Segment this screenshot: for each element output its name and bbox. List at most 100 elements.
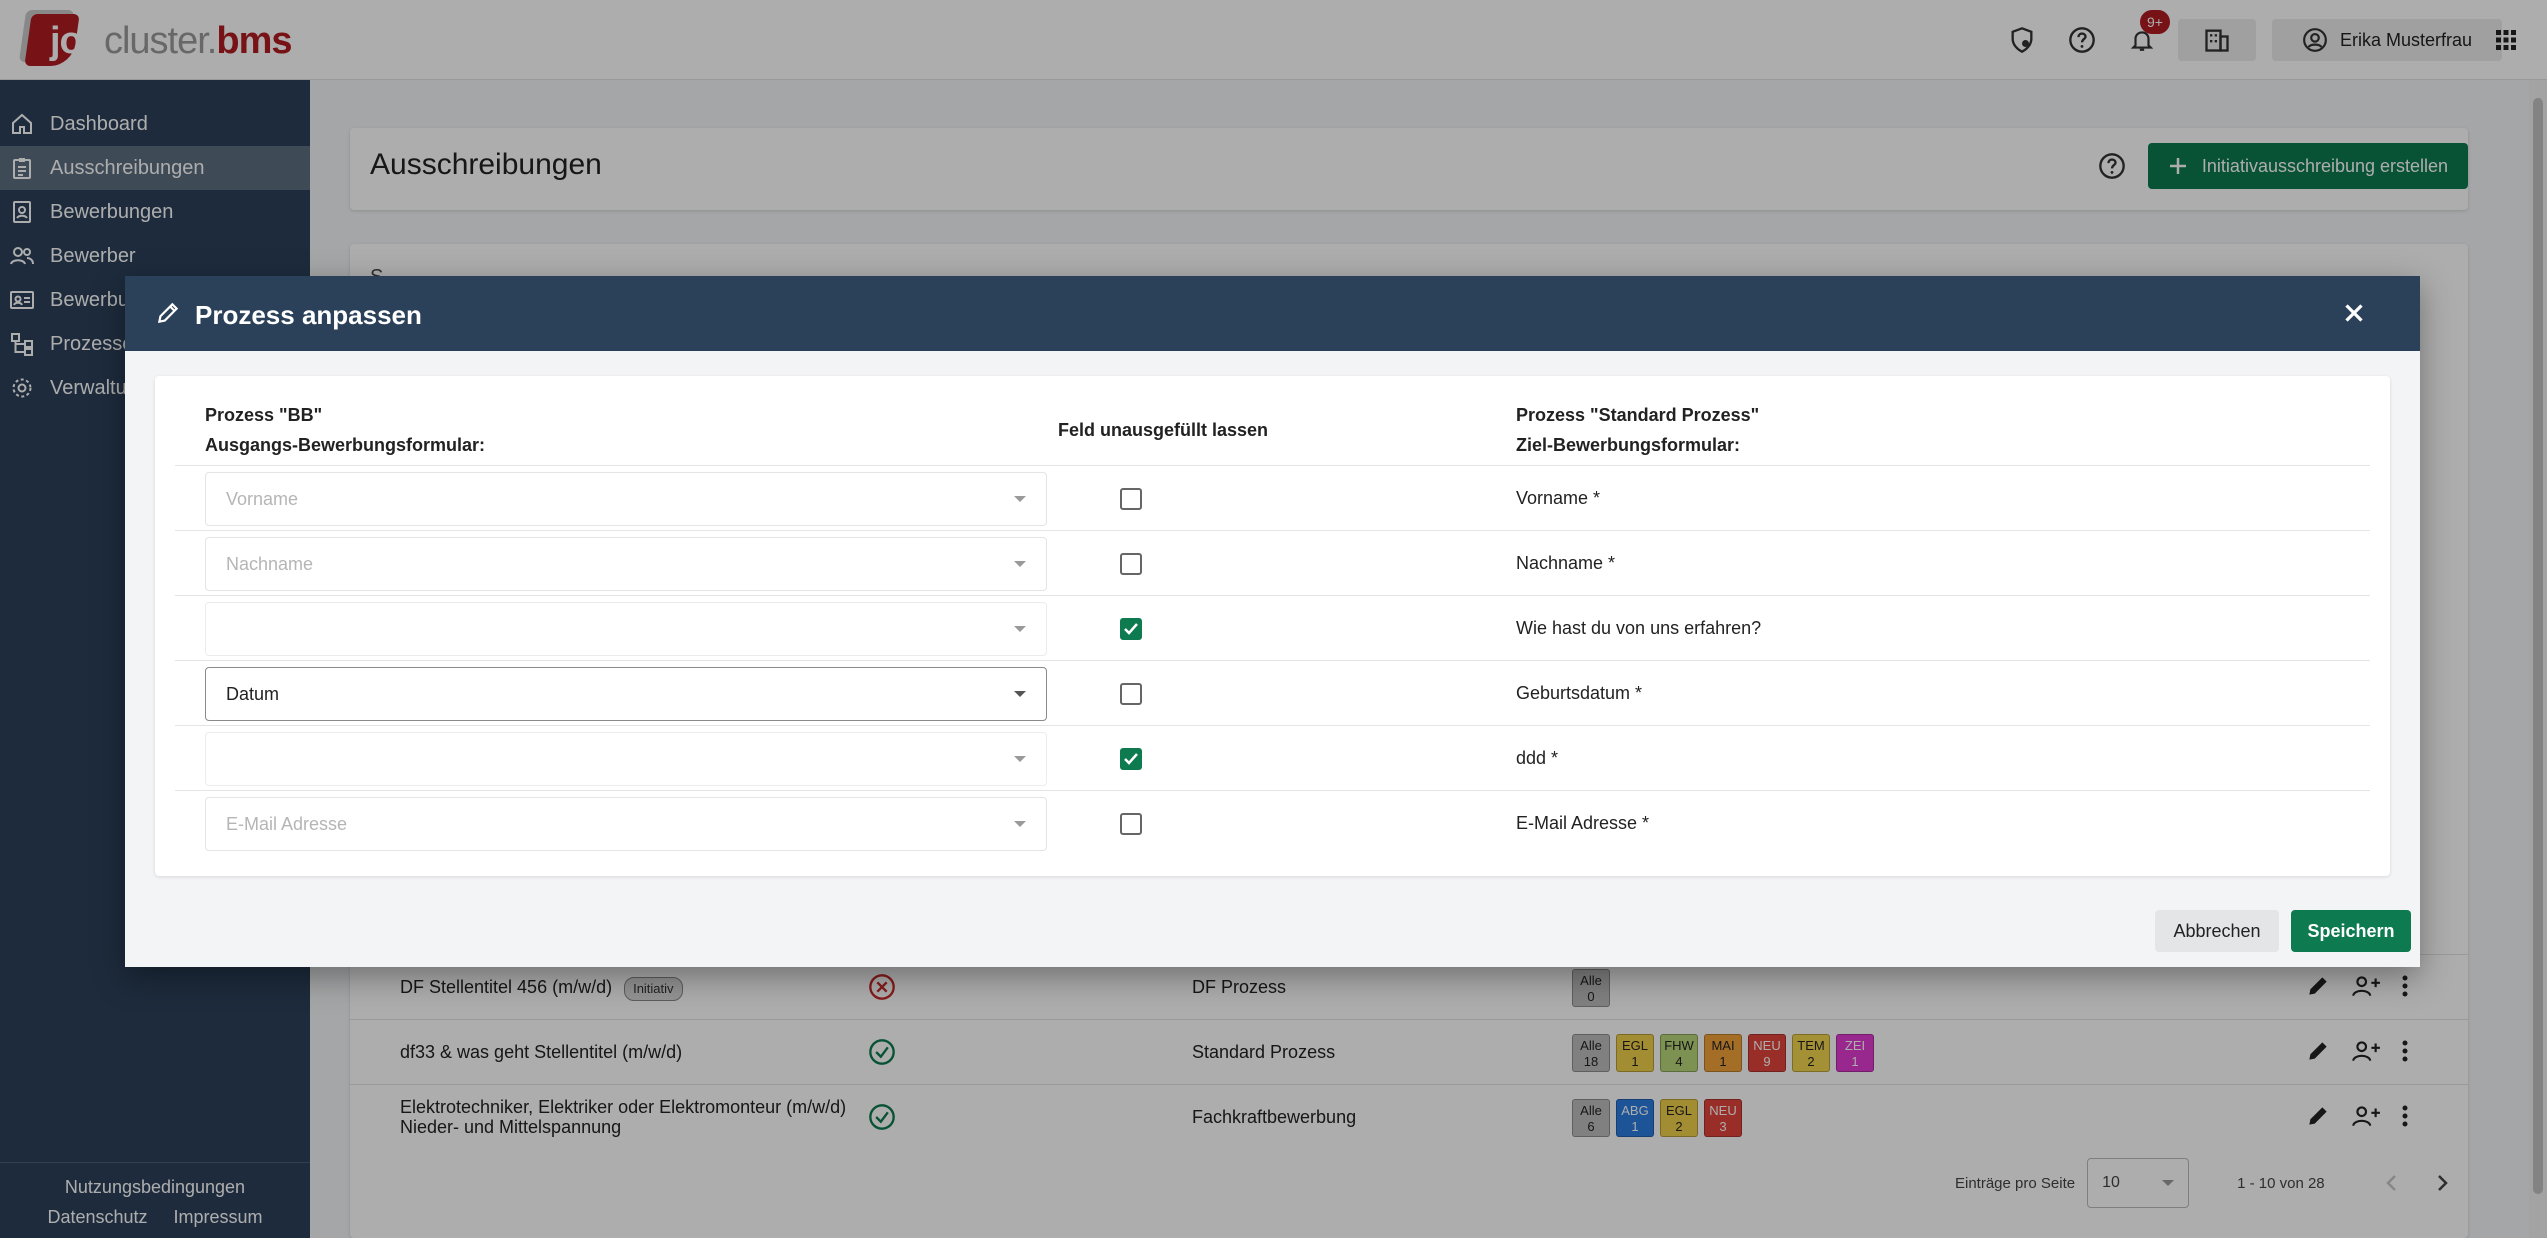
sidebar-item-label: Bewerbu (50, 288, 129, 311)
row-actions (2305, 1103, 2409, 1129)
stage-badge[interactable]: ABG 1 (1616, 1099, 1654, 1137)
notification-bell-icon[interactable]: 9+ (2126, 10, 2170, 56)
more-vertical-icon[interactable] (2401, 1038, 2409, 1064)
stage-badge[interactable]: FHW 4 (1660, 1034, 1698, 1072)
edit-icon[interactable] (2305, 1038, 2331, 1064)
table-row[interactable]: DF Stellentitel 456 (m/w/d) Initiativ DF … (350, 954, 2468, 1019)
sidebar-item-bewerbungsformulare[interactable]: Bewerbu (0, 278, 310, 322)
create-initiative-button[interactable]: Initiativausschreibung erstellen (2148, 143, 2468, 189)
source-field-select[interactable]: Datum (205, 667, 1047, 721)
checkmark-icon (1124, 753, 1138, 765)
field-mapping-panel: Prozess "BB" Ausgangs-Bewerbungsformular… (155, 376, 2390, 876)
building-icon (2205, 29, 2229, 52)
home-icon (8, 110, 36, 138)
source-field-select[interactable] (205, 732, 1047, 786)
source-field-select[interactable]: E-Mail Adresse (205, 797, 1047, 851)
stage-badge[interactable]: EGL 2 (1660, 1099, 1698, 1137)
plus-icon (2169, 158, 2186, 174)
skip-field-checkbox[interactable] (1120, 488, 1142, 510)
edit-icon[interactable] (2305, 973, 2331, 999)
company-switch-button[interactable] (2178, 19, 2256, 61)
posting-title: Elektrotechniker, Elektriker oder Elektr… (400, 1097, 847, 1137)
close-icon[interactable] (2339, 298, 2369, 328)
app-logo[interactable]: jobcluster.bms (24, 10, 293, 70)
id-card-icon (8, 286, 36, 314)
top-bar: jobcluster.bms 9+ Erika Musterfrau (0, 0, 2547, 80)
skip-field-checkbox[interactable] (1120, 683, 1142, 705)
people-icon (8, 242, 36, 270)
apps-grid-icon[interactable] (2490, 24, 2522, 56)
sidebar-item-ausschreibungen[interactable]: Ausschreibungen (0, 146, 310, 190)
chevron-right-icon[interactable] (2435, 1173, 2449, 1193)
skip-field-checkbox[interactable] (1120, 553, 1142, 575)
terms-link[interactable]: Nutzungsbedingungen (64, 1177, 246, 1197)
pagination: Einträge pro Seite 10 1 - 10 von 28 (1955, 1158, 2449, 1208)
stage-badge[interactable]: NEU 9 (1748, 1034, 1786, 1072)
posting-title: df33 & was geht Stellentitel (m/w/d) (400, 1042, 683, 1062)
row-actions (2305, 1038, 2409, 1064)
stage-badge[interactable]: Alle 6 (1572, 1099, 1610, 1137)
chevron-down-icon (2162, 1180, 2175, 1186)
more-vertical-icon[interactable] (2401, 1103, 2409, 1129)
page-title: Ausschreibungen (370, 148, 602, 181)
target-field-label: ddd * (1516, 748, 1559, 768)
user-menu-button[interactable]: Erika Musterfrau (2272, 19, 2502, 61)
sidebar-item-label: Dashboard (50, 112, 148, 135)
table-row[interactable]: Elektrotechniker, Elektriker oder Elektr… (350, 1084, 2468, 1149)
imprint-link[interactable]: Impressum (173, 1207, 263, 1227)
stage-badges: Alle 18 EGL 1 FHW 4 MAI 1 NEU 9 TEM 2 ZEI 1 (1572, 1034, 1874, 1072)
target-field-label: Geburtsdatum * (1516, 683, 1643, 703)
source-field-select[interactable]: Vorname (205, 472, 1047, 526)
user-circle-icon (2303, 28, 2327, 52)
stage-badges: Alle 6 ABG 1 EGL 2 NEU 3 (1572, 1099, 1742, 1137)
scrollbar-thumb[interactable] (2533, 98, 2543, 1194)
user-name: Erika Musterfrau (2339, 29, 2473, 50)
stage-badge[interactable]: MAI 1 (1704, 1034, 1742, 1072)
row-actions (2305, 973, 2409, 999)
source-field-select[interactable] (205, 602, 1047, 656)
skip-field-checkbox[interactable] (1120, 813, 1142, 835)
page-header-card: Ausschreibungen Initiativausschreibung e… (350, 128, 2468, 210)
more-vertical-icon[interactable] (2401, 973, 2409, 999)
chevron-down-icon (1014, 756, 1026, 762)
stage-badge[interactable]: TEM 2 (1792, 1034, 1830, 1072)
shield-settings-icon[interactable] (2006, 24, 2038, 56)
add-person-icon[interactable] (2351, 973, 2381, 999)
mapping-row: Wie hast du von uns erfahren? (175, 595, 2370, 660)
process-name: Standard Prozess (1192, 1042, 1336, 1062)
cancel-button[interactable]: Abbrechen (2155, 910, 2279, 952)
stage-badge[interactable]: EGL 1 (1616, 1034, 1654, 1072)
mapping-row: Datum Geburtsdatum * (175, 660, 2370, 725)
stage-badge[interactable]: Alle 0 (1572, 969, 1610, 1007)
pencil-icon (155, 300, 181, 331)
stage-badge[interactable]: NEU 3 (1704, 1099, 1742, 1137)
status-error-icon (868, 973, 896, 1001)
add-person-icon[interactable] (2351, 1038, 2381, 1064)
document-person-icon (8, 198, 36, 226)
stage-badge[interactable]: ZEI 1 (1836, 1034, 1874, 1072)
help-icon[interactable] (2098, 152, 2126, 185)
chevron-left-icon[interactable] (2385, 1173, 2399, 1193)
sidebar-item-bewerbungen[interactable]: Bewerbungen (0, 190, 310, 234)
privacy-link[interactable]: Datenschutz (47, 1207, 148, 1227)
table-row[interactable]: df33 & was geht Stellentitel (m/w/d) Sta… (350, 1019, 2468, 1084)
sidebar-item-bewerber[interactable]: Bewerber (0, 234, 310, 278)
status-ok-icon (868, 1103, 896, 1131)
target-process-header: Prozess "Standard Prozess" Ziel-Bewerbun… (1516, 405, 1760, 455)
page-size-select[interactable]: 10 (2087, 1158, 2190, 1208)
skip-field-checkbox[interactable] (1120, 618, 1142, 640)
add-person-icon[interactable] (2351, 1103, 2381, 1129)
help-icon[interactable] (2066, 24, 2098, 56)
flow-icon (8, 330, 36, 358)
mapping-row: Nachname Nachname * (175, 530, 2370, 595)
source-field-select[interactable]: Nachname (205, 537, 1047, 591)
edit-icon[interactable] (2305, 1103, 2331, 1129)
sidebar-item-verwaltung[interactable]: Verwaltu (0, 366, 310, 410)
sidebar-item-prozesse[interactable]: Prozesse (0, 322, 310, 366)
target-field-label: Vorname * (1516, 488, 1601, 508)
create-initiative-label: Initiativausschreibung erstellen (2201, 155, 2449, 176)
sidebar-item-dashboard[interactable]: Dashboard (0, 102, 310, 146)
stage-badge[interactable]: Alle 18 (1572, 1034, 1610, 1072)
save-button[interactable]: Speichern (2291, 910, 2411, 952)
skip-field-checkbox[interactable] (1120, 748, 1142, 770)
